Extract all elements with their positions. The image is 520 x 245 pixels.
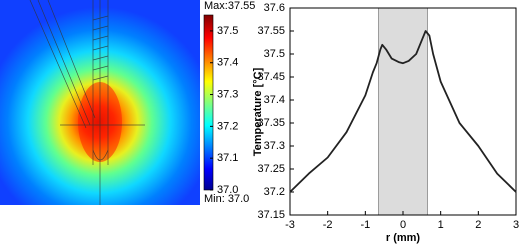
y-tick-label: 37.4 bbox=[264, 94, 285, 106]
y-tick-label: 37.15 bbox=[257, 209, 285, 221]
line-chart: 37.15 37.2 37.25 37.3 37.35 37.4 37.45 37.5 37.5… bbox=[257, 2, 519, 231]
x-axis-label: r (mm) bbox=[386, 232, 421, 244]
y-tick-label: 37.5 bbox=[264, 48, 285, 60]
colorbar-tick-label: 37.0 bbox=[217, 184, 238, 196]
y-tick-label: 37.45 bbox=[257, 71, 285, 83]
y-tick-label: 37.25 bbox=[257, 163, 285, 175]
colorbar-tick-label: 37.5 bbox=[217, 25, 238, 37]
x-tick-label: 1 bbox=[438, 219, 444, 231]
x-tick-label: -3 bbox=[285, 219, 295, 231]
colorbar-tick-label: 37.3 bbox=[217, 88, 238, 100]
colorbar-scale bbox=[203, 14, 214, 191]
y-tick-label: 37.55 bbox=[257, 25, 285, 37]
temperature-line bbox=[289, 30, 517, 193]
colorbar-tick-label: 37.2 bbox=[217, 120, 238, 132]
y-tick-label: 37.6 bbox=[264, 2, 285, 14]
x-tick-label: 0 bbox=[400, 219, 406, 231]
probe-outline bbox=[29, 0, 145, 205]
colorbar-tick-label: 37.1 bbox=[217, 152, 238, 164]
colorbar: 37.0 37.1 37.2 37.3 37.4 37.5 bbox=[203, 14, 238, 196]
shaded-region bbox=[378, 7, 428, 216]
x-tick-label: 2 bbox=[475, 219, 481, 231]
y-tick-label: 37.3 bbox=[264, 140, 285, 152]
heatmap-image bbox=[0, 0, 200, 205]
colorbar-tick-label: 37.4 bbox=[217, 57, 238, 69]
y-tick-label: 37.35 bbox=[257, 117, 285, 129]
x-tick-label: -2 bbox=[323, 219, 333, 231]
y-tick-label: 37.2 bbox=[264, 186, 285, 198]
colorbar-max: Max:37.55 bbox=[204, 0, 255, 12]
x-tick-label: -1 bbox=[360, 219, 370, 231]
y-axis-label: Temperature [°C] bbox=[252, 67, 264, 156]
colorbar-min: Min: 37.0 bbox=[204, 193, 249, 205]
x-tick-label: 3 bbox=[513, 219, 519, 231]
